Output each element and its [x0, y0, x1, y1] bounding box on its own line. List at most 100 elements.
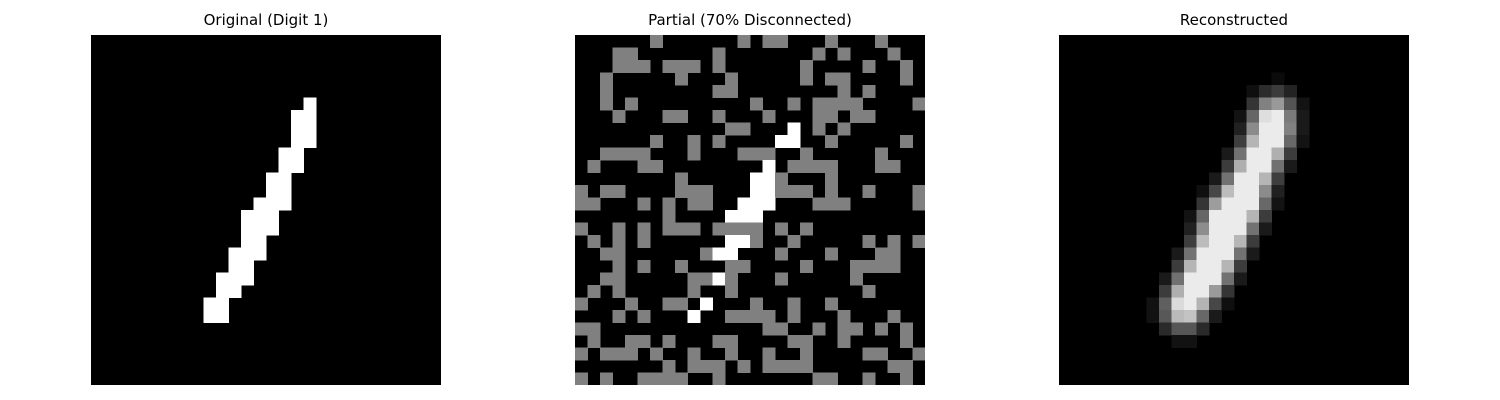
disconnected-pixel — [787, 97, 801, 111]
reconstructed-pixel — [1196, 297, 1210, 311]
reconstructed-pixel — [1209, 210, 1222, 223]
disconnected-pixel — [612, 247, 626, 261]
digit-pixel — [303, 97, 317, 111]
disconnected-pixel — [675, 72, 688, 86]
disconnected-pixel — [600, 185, 613, 198]
reconstructed-pixel — [1246, 247, 1260, 261]
disconnected-pixel — [900, 360, 913, 373]
disconnected-pixel — [612, 260, 626, 273]
reconstructed-pixel — [1271, 172, 1285, 186]
digit-pixel — [253, 222, 267, 236]
reconstructed-pixel — [1271, 122, 1285, 136]
disconnected-pixel — [762, 35, 776, 48]
disconnected-pixel — [825, 185, 838, 198]
disconnected-pixel — [900, 135, 913, 148]
disconnected-pixel — [725, 335, 738, 348]
disconnected-pixel — [687, 222, 701, 236]
reconstructed-pixel — [1271, 197, 1285, 211]
digit-pixel — [203, 297, 217, 311]
digit-pixel — [253, 235, 267, 248]
disconnected-pixel — [725, 122, 738, 136]
reconstructed-pixel — [1184, 285, 1197, 298]
digit-pixel — [241, 210, 254, 223]
disconnected-pixel — [600, 85, 613, 98]
disconnected-pixel — [800, 335, 813, 348]
disconnected-pixel — [600, 272, 613, 286]
reconstructed-pixel — [1159, 272, 1172, 286]
disconnected-pixel — [862, 110, 876, 123]
reconstructed-pixel — [1284, 85, 1297, 98]
reconstructed-pixel — [1259, 135, 1272, 148]
disconnected-pixel — [850, 260, 863, 273]
reconstructed-pixel — [1259, 97, 1272, 111]
disconnected-pixel — [837, 122, 851, 136]
disconnected-pixel — [612, 147, 626, 161]
reconstructed-pixel — [1196, 197, 1210, 211]
disconnected-pixel — [637, 372, 651, 385]
reconstructed-pixel — [1171, 272, 1185, 286]
disconnected-pixel — [575, 222, 588, 236]
digit-pixel — [278, 197, 292, 211]
disconnected-pixel — [662, 197, 676, 211]
disconnected-pixel — [862, 60, 876, 73]
original-panel: Original (Digit 1) — [91, 0, 441, 390]
reconstructed-pixel — [1234, 260, 1247, 273]
reconstructed-pixel — [1221, 210, 1235, 223]
reconstructed-pixel — [1221, 247, 1235, 261]
reconstructed-pixel — [1259, 110, 1272, 123]
digit-pixel — [253, 210, 267, 223]
reconstructed-pixel — [1246, 110, 1260, 123]
reconstructed-pixel — [1221, 160, 1235, 173]
disconnected-pixel — [825, 160, 838, 173]
disconnected-pixel — [725, 72, 738, 86]
digit-pixel — [303, 135, 317, 148]
reconstructed-pixel — [1196, 322, 1210, 336]
reconstructed-pixel — [1221, 185, 1235, 198]
reconstructed-pixel — [1234, 197, 1247, 211]
disconnected-pixel — [637, 310, 651, 323]
disconnected-pixel — [612, 310, 626, 323]
disconnected-pixel — [837, 97, 851, 111]
digit-pixel — [291, 110, 304, 123]
reconstructed-pixel — [1259, 185, 1272, 198]
reconstructed-pixel — [1246, 97, 1260, 111]
disconnected-pixel — [687, 197, 701, 211]
disconnected-pixel — [825, 135, 838, 148]
disconnected-pixel — [587, 322, 601, 336]
digit-pixel — [725, 235, 738, 248]
reconstructed-pixel — [1221, 297, 1235, 311]
disconnected-pixel — [700, 360, 713, 373]
digit-pixel — [278, 172, 292, 186]
disconnected-pixel — [625, 297, 638, 311]
digit-pixel — [216, 310, 229, 323]
disconnected-pixel — [725, 347, 738, 361]
disconnected-pixel — [637, 335, 651, 348]
disconnected-pixel — [837, 197, 851, 211]
disconnected-pixel — [575, 347, 588, 361]
disconnected-pixel — [662, 335, 676, 348]
reconstructed-pixel — [1234, 160, 1247, 173]
reconstructed-pixel — [1246, 210, 1260, 223]
reconstructed-pixel — [1271, 85, 1285, 98]
digit-pixel — [291, 122, 304, 136]
reconstructed-pixel — [1209, 222, 1222, 236]
reconstructed-pixel — [1271, 110, 1285, 123]
reconstructed-pixel — [1209, 297, 1222, 311]
digit-pixel — [762, 160, 776, 173]
reconstructed-title: Reconstructed — [1179, 11, 1289, 29]
digit-pixel — [762, 185, 776, 198]
reconstructed-pixel — [1271, 72, 1285, 86]
disconnected-pixel — [687, 272, 701, 286]
disconnected-pixel — [700, 272, 713, 286]
digit-pixel — [278, 147, 292, 161]
reconstructed-pixel — [1171, 247, 1185, 261]
reconstructed-pixel — [1171, 322, 1185, 336]
disconnected-pixel — [750, 310, 763, 323]
digit-pixel — [253, 197, 267, 211]
reconstructed-pixel — [1221, 222, 1235, 236]
disconnected-pixel — [762, 110, 776, 123]
disconnected-pixel — [675, 60, 688, 73]
disconnected-pixel — [825, 247, 838, 261]
reconstructed-pixel — [1296, 110, 1310, 123]
digit-pixel — [266, 172, 279, 186]
